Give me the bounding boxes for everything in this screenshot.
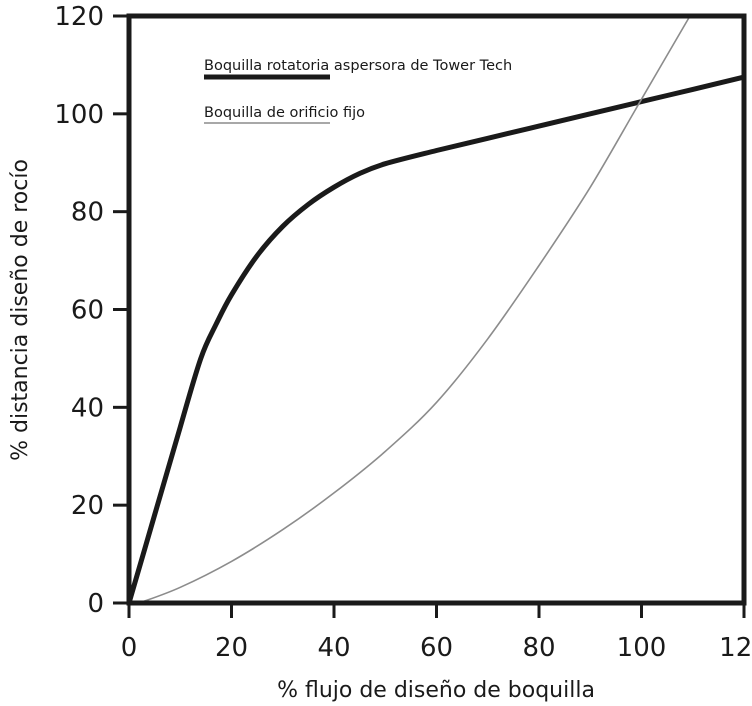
series-line-orificio-fijo [138, 16, 691, 603]
x-axis-ticks: 0 20 40 60 80 100 120 [121, 603, 752, 663]
y-tick-label: 100 [54, 100, 104, 130]
x-tick-label: 0 [121, 633, 138, 663]
x-tick-label: 20 [215, 633, 248, 663]
legend-label-orificio-fijo: Boquilla de orificio fijo [204, 105, 365, 121]
y-tick-label: 40 [71, 393, 104, 423]
y-axis-ticks: 0 20 40 60 80 100 120 [54, 2, 129, 619]
y-tick-label: 0 [87, 589, 104, 619]
y-tick-label: 120 [54, 2, 104, 32]
x-tick-label: 120 [719, 633, 752, 663]
y-tick-label: 60 [71, 296, 104, 326]
x-tick-label: 100 [617, 633, 667, 663]
legend-label-rotatoria: Boquilla rotatoria aspersora de Tower Te… [204, 58, 512, 74]
x-tick-label: 80 [522, 633, 555, 663]
y-axis-label: % distancia diseño de rocío [8, 159, 33, 461]
x-axis-label: % flujo de diseño de boquilla [277, 678, 595, 703]
legend: Boquilla rotatoria aspersora de Tower Te… [204, 58, 512, 124]
y-tick-label: 80 [71, 198, 104, 228]
x-tick-label: 60 [420, 633, 453, 663]
series-line-rotatoria [129, 74, 744, 603]
x-tick-label: 40 [317, 633, 350, 663]
y-tick-label: 20 [71, 491, 104, 521]
plot-frame [126, 13, 747, 606]
series-lines [129, 16, 744, 603]
